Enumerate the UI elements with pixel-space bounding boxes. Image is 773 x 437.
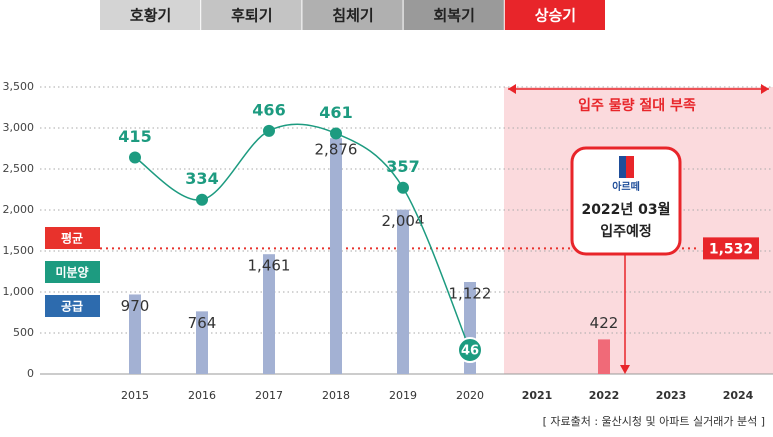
bar — [598, 339, 610, 374]
phase-box — [504, 0, 605, 30]
x-tick-label: 2023 — [656, 389, 687, 402]
callout-line: 입주예정 — [600, 223, 652, 240]
unsold-value-label: 415 — [118, 127, 151, 146]
unsold-value-label: 466 — [252, 100, 285, 119]
unsold-value-label: 461 — [319, 103, 352, 122]
callout-brand: 아르떼 — [612, 180, 640, 193]
y-tick-label: 1,500 — [3, 244, 35, 257]
x-tick-label: 2021 — [522, 389, 553, 402]
bar-value-label: 2,876 — [315, 141, 358, 159]
legend-label: 평균 — [61, 232, 83, 246]
x-tick-label: 2018 — [322, 389, 350, 402]
unsold-point — [129, 151, 141, 164]
legend-box — [45, 295, 100, 317]
bar — [330, 138, 342, 374]
bar-value-label: 1,122 — [449, 284, 492, 302]
phase-box — [100, 0, 201, 30]
average-label: 1,532 — [709, 241, 753, 257]
bar — [397, 209, 409, 374]
unsold-point — [263, 124, 275, 137]
phase-box — [302, 0, 403, 30]
unsold-value-label: 46 — [461, 343, 479, 358]
x-tick-label: 2024 — [723, 389, 754, 402]
x-tick-label: 2020 — [456, 389, 484, 402]
callout-line: 2022년 03월 — [581, 201, 670, 218]
bar-value-label: 764 — [188, 314, 217, 332]
unsold-value-label: 357 — [386, 157, 419, 176]
phase-label: 상승기 — [535, 7, 576, 25]
legend-box — [45, 261, 100, 283]
bar-value-label: 970 — [121, 297, 150, 315]
phase-box — [201, 0, 302, 30]
y-tick-label: 3,000 — [3, 121, 35, 134]
x-tick-label: 2015 — [121, 389, 149, 402]
bar — [263, 254, 275, 374]
phase-label: 회복기 — [433, 7, 474, 25]
y-tick-label: 2,000 — [3, 203, 35, 216]
bar — [129, 294, 141, 374]
bar-value-label: 422 — [590, 314, 619, 332]
x-tick-label: 2019 — [389, 389, 417, 402]
legend-box — [45, 227, 100, 249]
source: [ 자료출처 : 울산시청 및 아파트 실거래가 분석 ] — [543, 415, 765, 428]
phase-label: 후퇴기 — [231, 7, 272, 25]
y-tick-label: 1,000 — [3, 285, 35, 298]
x-tick-label: 2022 — [589, 389, 620, 402]
y-tick-label: 500 — [13, 326, 34, 339]
unsold-point — [397, 181, 409, 194]
callout-logo-red — [626, 156, 634, 178]
x-tick-label: 2016 — [188, 389, 216, 402]
unsold-point — [196, 193, 208, 206]
unsold-point — [330, 127, 342, 140]
legend-label: 공급 — [61, 300, 83, 314]
bar-value-label: 2,004 — [382, 212, 425, 230]
phase-label: 침체기 — [332, 7, 373, 25]
average-label-box — [703, 237, 759, 260]
x-tick-label: 2017 — [255, 389, 283, 402]
y-tick-label: 0 — [27, 367, 34, 380]
y-tick-label: 3,500 — [3, 80, 35, 93]
region-label: 입주 물량 절대 부족 — [578, 98, 696, 114]
bar-value-label: 1,461 — [248, 257, 291, 275]
callout-box — [570, 146, 682, 256]
unsold-point — [457, 336, 483, 363]
phase-label: 호황기 — [130, 7, 171, 25]
unsold-line — [134, 123, 471, 351]
callout-arrow-head — [620, 365, 630, 374]
unsold-value-label: 334 — [185, 169, 218, 188]
bar — [196, 311, 208, 374]
legend-label: 미분양 — [55, 265, 88, 280]
phase-box — [403, 0, 504, 30]
y-tick-label: 2,500 — [3, 162, 35, 175]
